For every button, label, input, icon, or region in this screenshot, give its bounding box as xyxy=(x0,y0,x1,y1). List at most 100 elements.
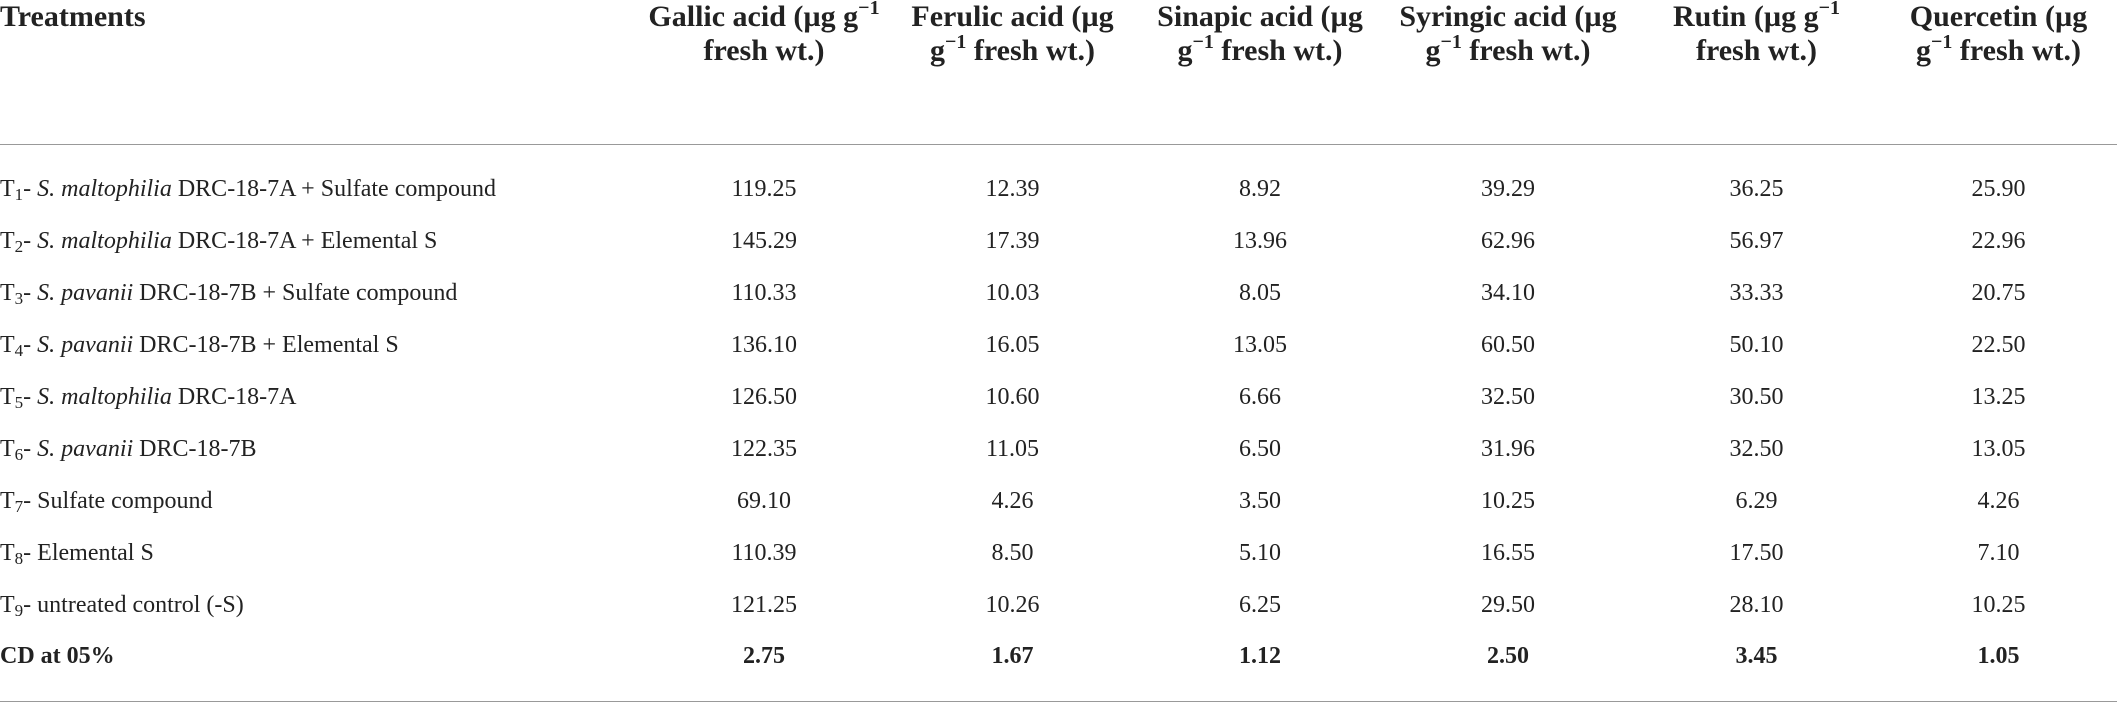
table-row: T3- S. pavanii DRC-18-7B + Sulfate compo… xyxy=(0,267,2117,319)
table-row: T1- S. maltophilia DRC-18-7A + Sulfate c… xyxy=(0,144,2117,215)
text: DRC-18-7A + Sulfate compound xyxy=(171,175,497,202)
row-label: CD at 05% xyxy=(0,631,640,702)
text: T xyxy=(0,175,15,202)
text: Ferulic acid (µg g xyxy=(911,0,1114,67)
sub-text: 1 xyxy=(14,184,24,204)
column-header: Sinapic acid (µg g−1 fresh wt.) xyxy=(1137,0,1383,145)
sub-text: 3 xyxy=(14,288,24,308)
value-cell: 119.25 xyxy=(731,175,797,202)
value-cell: 8.50 xyxy=(991,539,1034,566)
value-cell: 13.05 xyxy=(1233,331,1287,358)
value-cell: 121.25 xyxy=(731,591,797,618)
text: Quercetin (µg g xyxy=(1909,0,2088,67)
value-cell: 16.05 xyxy=(985,331,1040,358)
table-row: T9- untreated control (-S) 121.25 10.26 6.2… xyxy=(0,579,2117,631)
text: CD at 05% xyxy=(0,643,115,670)
sup-text: −1 xyxy=(945,31,967,53)
value-cell: 10.03 xyxy=(985,279,1040,306)
text: DRC-18-7B + Sulfate compound xyxy=(133,279,458,306)
table-row: T6- S. pavanii DRC-18-7B 122.35 11.05 6.50 3… xyxy=(0,423,2117,475)
value-cell: 10.25 xyxy=(1481,487,1535,514)
value-cell: 3.45 xyxy=(1633,631,1880,702)
row-label: T2- S. maltophilia DRC-18-7A + Elemental… xyxy=(0,215,640,267)
value-cell: 1.12 xyxy=(1137,631,1383,702)
value-cell: 60.50 xyxy=(1481,331,1535,358)
table-row: T8- Elemental S 110.39 8.50 5.10 16.55 17.50 7… xyxy=(0,527,2117,579)
sup-text: −1 xyxy=(1440,31,1462,53)
table-row: T7- Sulfate compound 69.10 4.26 3.50 10.25 6.… xyxy=(0,475,2117,527)
row-label: T4- S. pavanii DRC-18-7B + Elemental S xyxy=(0,319,640,371)
text: T xyxy=(0,435,15,462)
table-row: T5- S. maltophilia DRC-18-7A 126.50 10.60 6… xyxy=(0,371,2117,423)
row-label: T1- S. maltophilia DRC-18-7A + Sulfate c… xyxy=(0,144,640,215)
value-cell: 2.50 xyxy=(1383,631,1633,702)
text: fresh wt.) xyxy=(1461,34,1591,67)
value-cell: 4.26 xyxy=(991,487,1034,514)
text: fresh wt.) xyxy=(1695,34,1818,67)
value-cell: 126.50 xyxy=(731,383,797,410)
value-cell: 12.39 xyxy=(985,175,1040,202)
text: T xyxy=(0,591,15,618)
text: Sinapic acid (µg g xyxy=(1157,0,1363,67)
value-cell: 10.60 xyxy=(985,383,1040,410)
value-cell: 8.92 xyxy=(1239,175,1281,202)
value-cell: 34.10 xyxy=(1481,279,1535,306)
italic-text: S. maltophilia xyxy=(37,227,172,254)
value-cell: 145.29 xyxy=(731,227,797,254)
text: - Sulfate compound xyxy=(23,487,213,514)
value-cell: 11.05 xyxy=(985,435,1040,462)
value-cell: 39.29 xyxy=(1481,175,1535,202)
text: T xyxy=(0,539,15,566)
text: DRC-18-7A + Elemental S xyxy=(171,227,438,254)
sub-text: 4 xyxy=(14,340,24,360)
text: - untreated control (-S) xyxy=(23,591,244,618)
header-row: Treatments Gallic acid (µg g−1 fresh wt.)… xyxy=(0,0,2117,145)
value-cell: 29.50 xyxy=(1481,591,1535,618)
italic-text: S. maltophilia xyxy=(37,383,172,410)
value-cell: 1.05 xyxy=(1880,631,2117,702)
row-label: T9- untreated control (-S) xyxy=(0,579,640,631)
value-cell: 10.25 xyxy=(1971,591,2026,618)
value-cell: 22.50 xyxy=(1971,331,2026,358)
text: - xyxy=(23,279,38,306)
table-row: T2- S. maltophilia DRC-18-7A + Elemental… xyxy=(0,215,2117,267)
text: Rutin (µg g xyxy=(1672,0,1819,33)
column-header: Quercetin (µg g−1 fresh wt.) xyxy=(1880,0,2117,145)
value-cell: 17.50 xyxy=(1729,539,1784,566)
italic-text: S. pavanii xyxy=(37,279,134,306)
text: T xyxy=(0,331,15,358)
value-cell: 122.35 xyxy=(731,435,797,462)
text: - xyxy=(23,227,38,254)
value-cell: 13.96 xyxy=(1233,227,1287,254)
table-header: Treatments Gallic acid (µg g−1 fresh wt.)… xyxy=(0,0,2117,145)
table-body: T1- S. maltophilia DRC-18-7A + Sulfate c… xyxy=(0,144,2117,702)
row-label: T6- S. pavanii DRC-18-7B xyxy=(0,423,640,475)
text: DRC-18-7B + Elemental S xyxy=(133,331,399,358)
sub-text: 8 xyxy=(14,548,24,568)
column-header: Rutin (µg g−1 fresh wt.) xyxy=(1633,0,1880,145)
value-cell: 136.10 xyxy=(731,331,797,358)
value-cell: 13.05 xyxy=(1971,435,2026,462)
value-cell: 17.39 xyxy=(985,227,1040,254)
sub-text: 6 xyxy=(14,444,24,464)
value-cell: 28.10 xyxy=(1729,591,1784,618)
value-cell: 22.96 xyxy=(1971,227,2026,254)
text: Gallic acid (µg g xyxy=(648,0,859,33)
italic-text: S. maltophilia xyxy=(37,175,172,202)
value-cell: 110.39 xyxy=(731,539,797,566)
value-cell: 32.50 xyxy=(1481,383,1535,410)
value-cell: 6.50 xyxy=(1239,435,1281,462)
value-cell: 56.97 xyxy=(1729,227,1784,254)
sub-text: 2 xyxy=(14,236,24,256)
value-cell: 110.33 xyxy=(731,279,797,306)
value-cell: 62.96 xyxy=(1481,227,1535,254)
value-cell: 36.25 xyxy=(1729,175,1784,202)
sub-text: 7 xyxy=(14,496,24,516)
value-cell: 50.10 xyxy=(1729,331,1784,358)
italic-text: S. pavanii xyxy=(37,435,134,462)
value-cell: 1.67 xyxy=(888,631,1137,702)
text: DRC-18-7A xyxy=(171,383,297,410)
text: fresh wt.) xyxy=(703,34,825,67)
value-cell: 25.90 xyxy=(1971,175,2026,202)
